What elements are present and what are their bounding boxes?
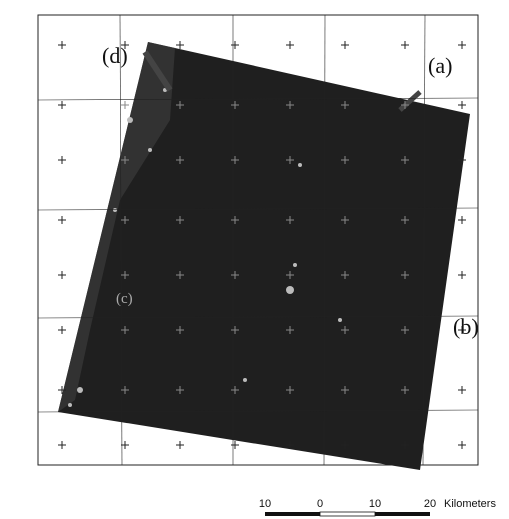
- scale-label: 10: [259, 498, 271, 510]
- scale-label: 10: [369, 498, 381, 510]
- panel-label: (d): [102, 43, 128, 68]
- scale-unit: Kilometers: [444, 498, 496, 510]
- map: (d) (a) (b) (c) 10 0 10 20 Kilometers: [0, 0, 509, 519]
- panel-label: (c): [116, 291, 133, 307]
- panel-label: (b): [453, 314, 479, 339]
- scale-label: 20: [424, 498, 436, 510]
- panel-label: (a): [428, 53, 452, 78]
- scale-label: 0: [317, 498, 323, 510]
